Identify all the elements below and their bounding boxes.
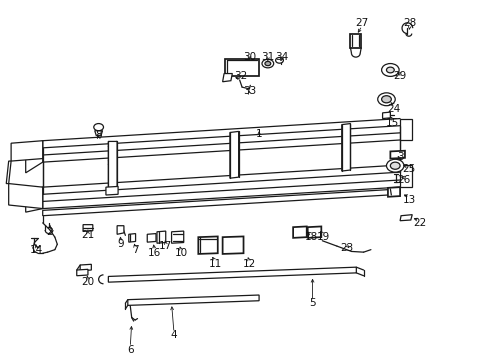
Circle shape bbox=[381, 64, 398, 76]
Polygon shape bbox=[229, 131, 238, 178]
Polygon shape bbox=[108, 267, 356, 282]
Polygon shape bbox=[9, 184, 42, 208]
Polygon shape bbox=[6, 161, 11, 184]
Text: 11: 11 bbox=[208, 259, 222, 269]
Circle shape bbox=[262, 59, 273, 68]
Text: 15: 15 bbox=[386, 118, 399, 128]
Text: 9: 9 bbox=[117, 239, 123, 249]
Text: 32: 32 bbox=[233, 71, 247, 81]
Polygon shape bbox=[399, 118, 411, 140]
Polygon shape bbox=[350, 33, 361, 48]
Text: 29: 29 bbox=[393, 71, 406, 81]
Text: 19: 19 bbox=[316, 232, 329, 242]
Text: 18: 18 bbox=[305, 232, 318, 242]
Text: 13: 13 bbox=[403, 195, 416, 204]
Polygon shape bbox=[341, 123, 350, 171]
Circle shape bbox=[389, 162, 399, 169]
Text: 34: 34 bbox=[274, 52, 287, 62]
Text: 1: 1 bbox=[255, 129, 262, 139]
Polygon shape bbox=[198, 237, 217, 254]
Circle shape bbox=[381, 96, 390, 103]
Text: 5: 5 bbox=[308, 298, 315, 308]
Polygon shape bbox=[382, 112, 389, 118]
Polygon shape bbox=[307, 226, 321, 238]
Polygon shape bbox=[292, 226, 306, 238]
Polygon shape bbox=[26, 141, 42, 173]
Polygon shape bbox=[117, 226, 123, 234]
Text: 17: 17 bbox=[159, 241, 172, 251]
Text: 24: 24 bbox=[387, 104, 400, 113]
Polygon shape bbox=[127, 295, 259, 305]
Polygon shape bbox=[42, 189, 399, 216]
Text: 33: 33 bbox=[242, 86, 255, 96]
Text: 2: 2 bbox=[46, 227, 53, 237]
Text: 20: 20 bbox=[81, 277, 94, 287]
Polygon shape bbox=[106, 186, 118, 195]
Text: 8: 8 bbox=[95, 130, 102, 140]
Polygon shape bbox=[224, 59, 259, 76]
Text: 31: 31 bbox=[261, 52, 274, 62]
Circle shape bbox=[275, 58, 283, 63]
Text: 22: 22 bbox=[412, 218, 426, 228]
Circle shape bbox=[94, 123, 103, 131]
Polygon shape bbox=[80, 264, 91, 271]
Polygon shape bbox=[108, 141, 117, 189]
Polygon shape bbox=[26, 187, 42, 212]
Text: 30: 30 bbox=[243, 52, 255, 62]
Text: 12: 12 bbox=[242, 259, 255, 269]
Polygon shape bbox=[11, 141, 42, 161]
Polygon shape bbox=[128, 234, 135, 242]
Polygon shape bbox=[387, 187, 399, 197]
Polygon shape bbox=[83, 225, 93, 231]
Text: 4: 4 bbox=[170, 330, 177, 341]
Polygon shape bbox=[222, 73, 232, 82]
Text: 23: 23 bbox=[339, 243, 352, 253]
Text: 7: 7 bbox=[132, 245, 138, 255]
Polygon shape bbox=[171, 231, 183, 243]
Circle shape bbox=[377, 93, 394, 106]
Circle shape bbox=[386, 159, 403, 172]
Text: 21: 21 bbox=[81, 230, 94, 240]
Polygon shape bbox=[399, 165, 411, 187]
Text: 3: 3 bbox=[396, 152, 403, 162]
Polygon shape bbox=[77, 269, 88, 276]
Polygon shape bbox=[222, 237, 243, 254]
Polygon shape bbox=[157, 231, 165, 243]
Polygon shape bbox=[95, 131, 102, 135]
Circle shape bbox=[264, 62, 270, 66]
Text: 16: 16 bbox=[148, 248, 161, 258]
Text: 6: 6 bbox=[127, 345, 133, 355]
Polygon shape bbox=[147, 234, 156, 242]
Text: 28: 28 bbox=[403, 18, 416, 28]
Circle shape bbox=[386, 67, 393, 73]
Text: 27: 27 bbox=[355, 18, 368, 28]
Text: 26: 26 bbox=[397, 175, 410, 185]
Text: 25: 25 bbox=[402, 164, 415, 174]
Polygon shape bbox=[389, 151, 404, 158]
Text: 14: 14 bbox=[30, 245, 43, 255]
Polygon shape bbox=[399, 215, 411, 221]
Text: 10: 10 bbox=[174, 248, 187, 258]
